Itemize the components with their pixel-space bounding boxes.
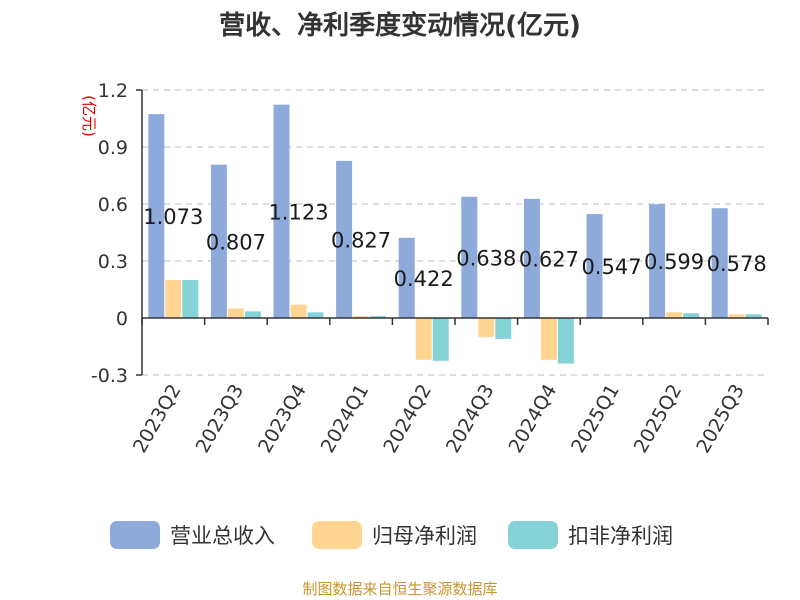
legend-label: 扣非净利润 bbox=[568, 524, 673, 548]
bar bbox=[353, 316, 370, 318]
y-tick-label: 0 bbox=[116, 308, 128, 330]
x-tick-label: 2024Q3 bbox=[442, 381, 499, 457]
bar bbox=[227, 308, 244, 318]
data-label: 0.599 bbox=[644, 250, 704, 274]
bar bbox=[523, 198, 540, 318]
bar bbox=[683, 313, 700, 318]
bar bbox=[273, 104, 290, 318]
bar bbox=[244, 311, 261, 318]
data-label: 1.123 bbox=[268, 200, 328, 224]
bar bbox=[182, 280, 199, 318]
bar bbox=[165, 280, 182, 318]
bar bbox=[148, 114, 165, 318]
bar bbox=[586, 214, 603, 318]
bar bbox=[370, 316, 387, 318]
data-label: 0.547 bbox=[581, 255, 641, 279]
bar bbox=[307, 312, 324, 318]
data-label: 1.073 bbox=[143, 205, 203, 229]
x-tick-label: 2024Q2 bbox=[379, 381, 436, 457]
bar bbox=[210, 164, 227, 318]
x-tick-label: 2025Q3 bbox=[692, 381, 749, 457]
x-tick-label: 2025Q2 bbox=[630, 381, 687, 457]
data-label: 0.422 bbox=[394, 267, 454, 291]
bar bbox=[415, 318, 432, 360]
x-tick-label: 2023Q3 bbox=[191, 381, 248, 457]
bar bbox=[290, 304, 307, 318]
y-tick-label: 0.9 bbox=[98, 137, 128, 159]
source-note: 制图数据来自恒生聚源数据库 bbox=[302, 580, 497, 598]
bar bbox=[495, 318, 512, 339]
axes bbox=[136, 89, 769, 376]
bar bbox=[461, 196, 478, 318]
bars bbox=[148, 104, 762, 364]
chart-title: 营收、净利季度变动情况(亿元) bbox=[219, 10, 581, 41]
y-tick-label: 0.3 bbox=[98, 251, 128, 273]
x-tick-label: 2025Q1 bbox=[567, 381, 624, 457]
y-tick-label: -0.3 bbox=[91, 365, 128, 387]
bar bbox=[540, 318, 557, 360]
y-tick-label: 1.2 bbox=[98, 80, 128, 102]
legend-label: 营业总收入 bbox=[170, 524, 275, 548]
bar bbox=[478, 318, 495, 337]
bar bbox=[745, 314, 762, 318]
data-label: 0.807 bbox=[206, 230, 266, 254]
x-tick-label: 2024Q1 bbox=[317, 381, 374, 457]
bar bbox=[649, 204, 666, 318]
data-label: 0.827 bbox=[331, 228, 391, 252]
legend-label: 归母净利润 bbox=[372, 524, 477, 548]
y-tick-label: 0.6 bbox=[98, 194, 128, 216]
bar bbox=[336, 160, 353, 318]
y-axis-unit: (亿元) bbox=[80, 95, 98, 137]
legend-swatch bbox=[110, 521, 160, 549]
bar bbox=[666, 312, 683, 318]
x-tick-label: 2023Q4 bbox=[254, 381, 311, 457]
legend-swatch bbox=[508, 521, 558, 549]
data-label: 0.627 bbox=[519, 247, 579, 271]
data-label: 0.578 bbox=[707, 252, 767, 276]
bar bbox=[432, 318, 449, 361]
bar bbox=[711, 208, 728, 318]
bar bbox=[398, 237, 415, 318]
y-tick-labels: -0.3 0 0.3 0.6 0.9 1.2 bbox=[91, 80, 128, 387]
data-label: 0.638 bbox=[456, 246, 516, 270]
bar bbox=[557, 318, 574, 364]
x-tick-label: 2023Q2 bbox=[129, 381, 186, 457]
legend-swatch bbox=[312, 521, 362, 549]
bar bbox=[728, 314, 745, 318]
x-tick-labels: 2023Q2 2023Q3 2023Q4 2024Q1 2024Q2 2024Q3 2024… bbox=[129, 381, 749, 457]
x-tick-label: 2024Q4 bbox=[504, 381, 561, 457]
legend: 营业总收入 归母净利润 扣非净利润 bbox=[110, 521, 673, 549]
